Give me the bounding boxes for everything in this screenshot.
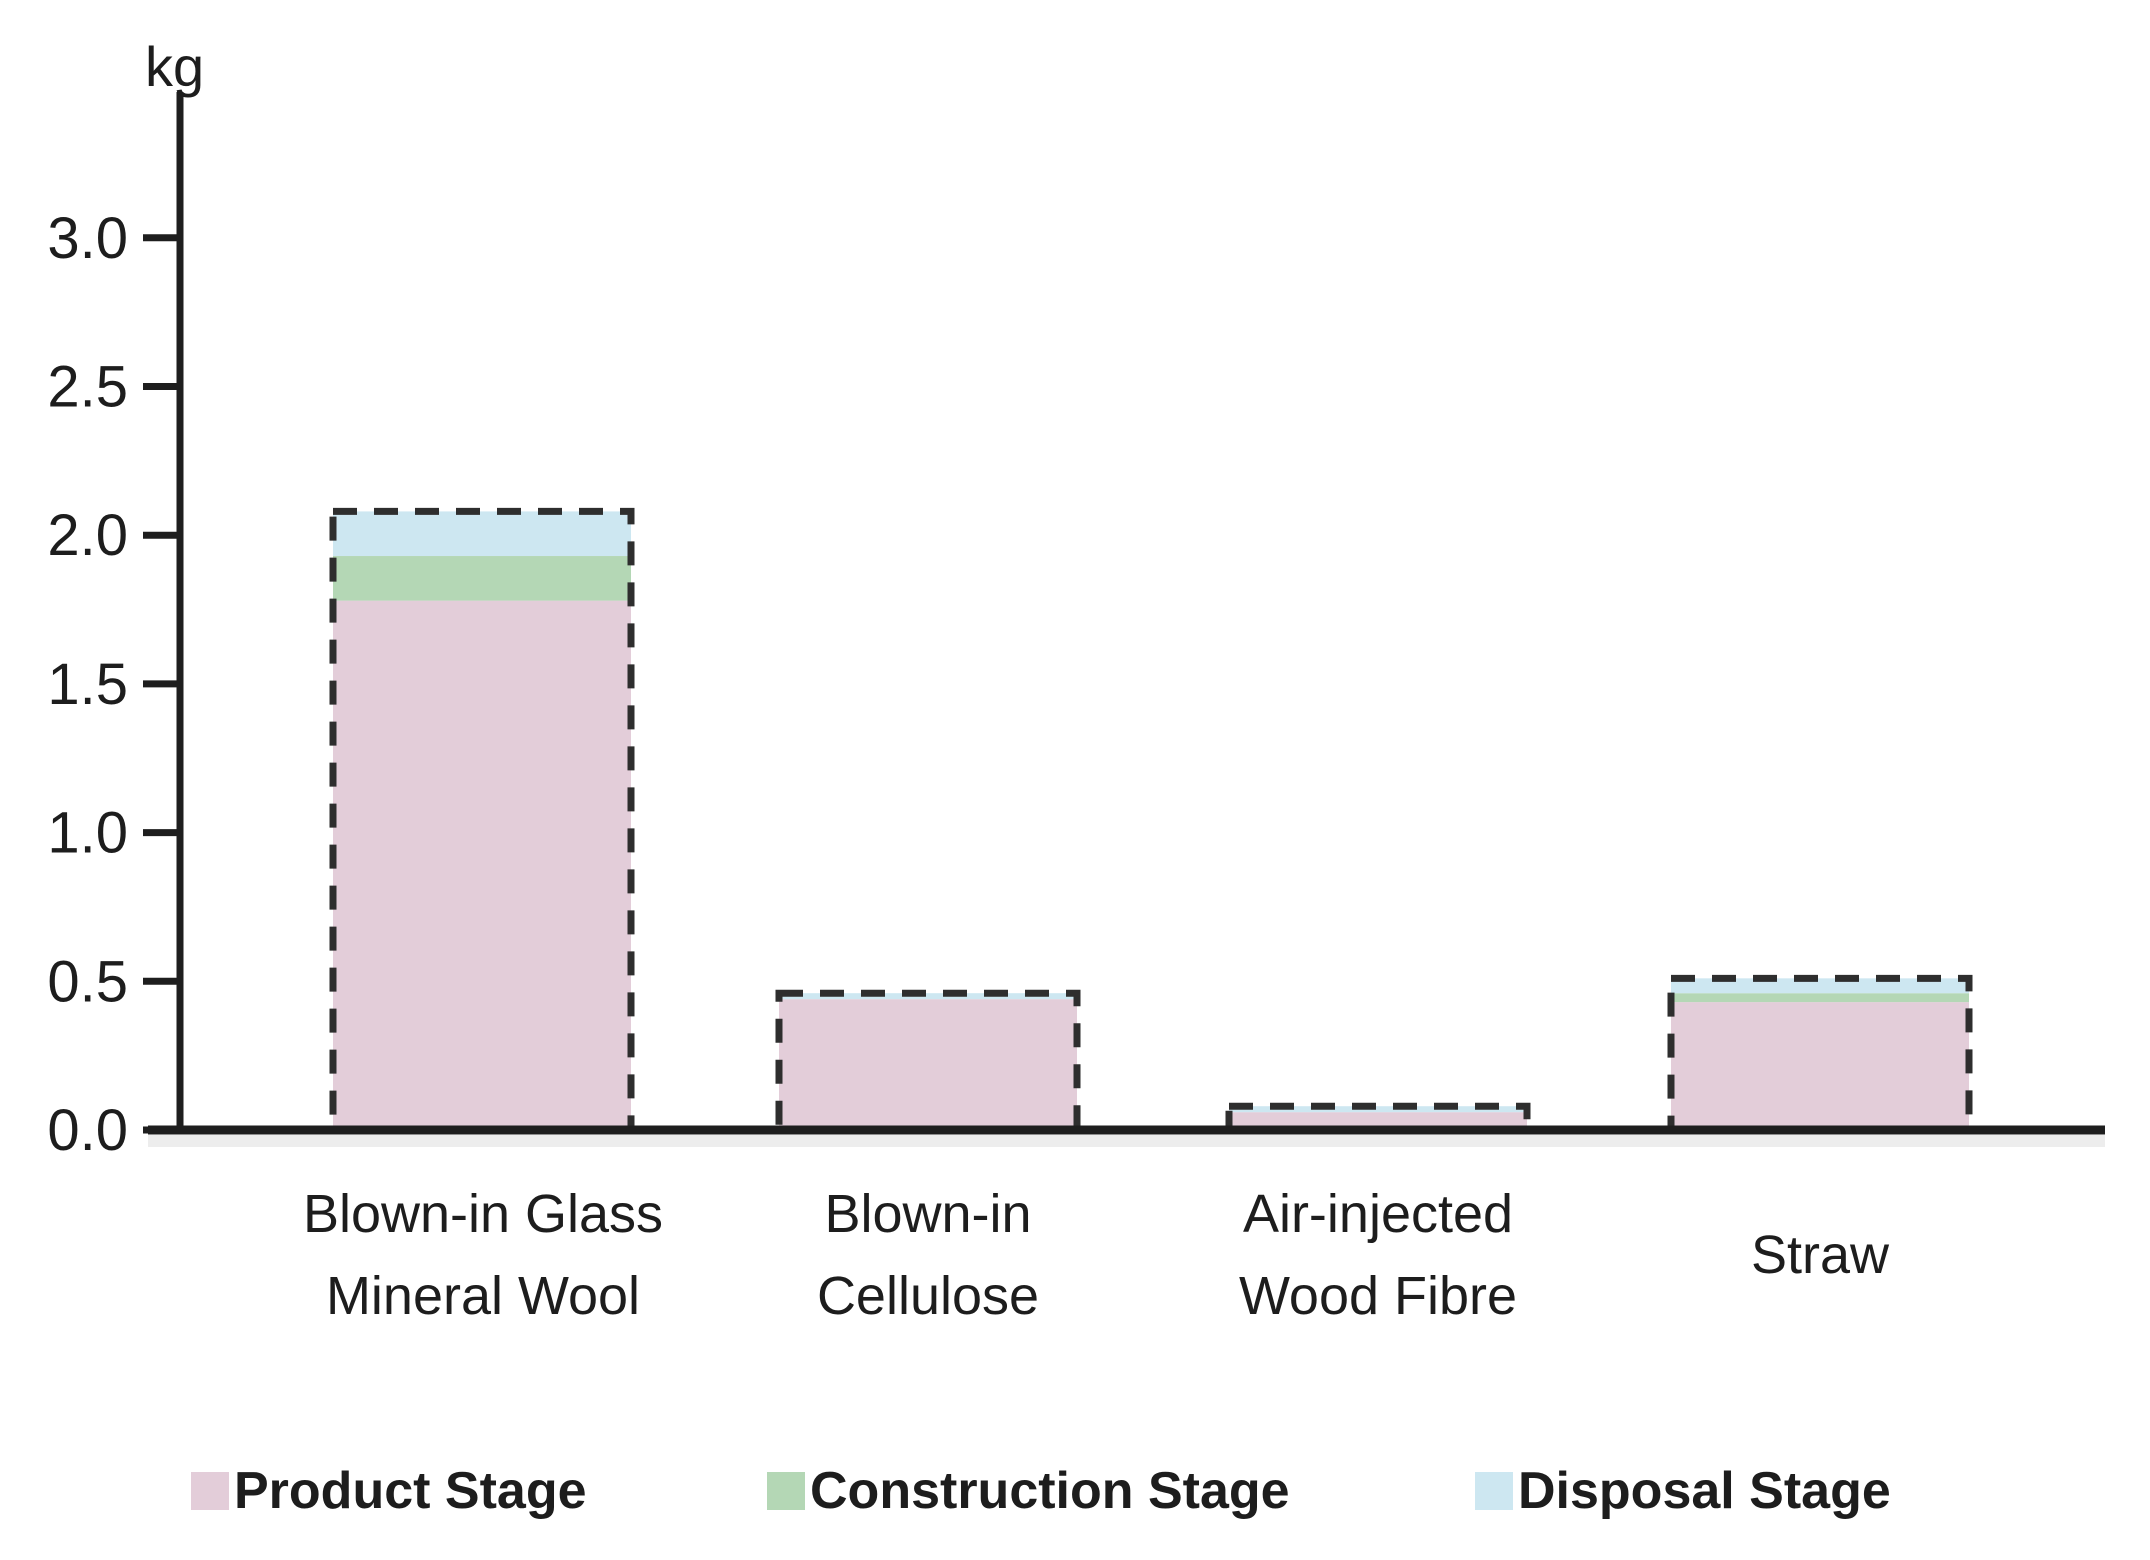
bar-segment	[1671, 1002, 1969, 1130]
y-axis-tick-label: 2.5	[47, 355, 128, 420]
disposal-stage-swatch-icon	[1475, 1472, 1513, 1510]
legend-item-construction-stage: Construction Stage	[767, 1462, 1290, 1520]
legend-label: Construction Stage	[810, 1462, 1290, 1520]
legend-label: Product Stage	[234, 1462, 587, 1520]
y-axis-tick-label: 1.5	[47, 652, 128, 717]
bar-segment	[333, 556, 631, 601]
bar-segment	[779, 993, 1077, 1000]
x-axis-label-blown-in-glass-mineral-wool: Blown-in Glass Mineral Wool	[302, 1184, 664, 1326]
x-axis-label-air-injected-wood-fibre: Air-injected Wood Fibre	[1238, 1184, 1518, 1326]
legend-item-disposal-stage: Disposal Stage	[1475, 1462, 1891, 1520]
legend-label: Disposal Stage	[1518, 1462, 1891, 1520]
product-stage-swatch-icon	[191, 1472, 229, 1510]
construction-stage-swatch-icon	[767, 1472, 805, 1510]
bar-segment	[1671, 993, 1969, 1003]
legend-item-product-stage: Product Stage	[191, 1462, 587, 1520]
y-axis-tick-label: 1.0	[47, 801, 128, 866]
y-axis-tick-label: 2.0	[47, 503, 128, 568]
bar-segment	[333, 511, 631, 557]
axis-shadow	[148, 1135, 2105, 1147]
bar-segment	[333, 600, 631, 1130]
y-axis-unit-label: kg	[145, 35, 204, 98]
y-axis-tick-label: 0.5	[47, 949, 128, 1014]
bar-segment	[1229, 1106, 1527, 1113]
bar-outline	[329, 507, 635, 1134]
y-axis-tick-label: 3.0	[47, 206, 128, 271]
y-axis-tick-label: 0.0	[47, 1098, 128, 1163]
x-axis-label-blown-in-cellulose: Blown-in Cellulose	[816, 1184, 1040, 1326]
bar-segment	[1671, 978, 1969, 994]
x-axis-label-straw: Straw	[1750, 1225, 1890, 1285]
bar-outline	[1667, 974, 1973, 1134]
bar-segment	[779, 999, 1077, 1130]
